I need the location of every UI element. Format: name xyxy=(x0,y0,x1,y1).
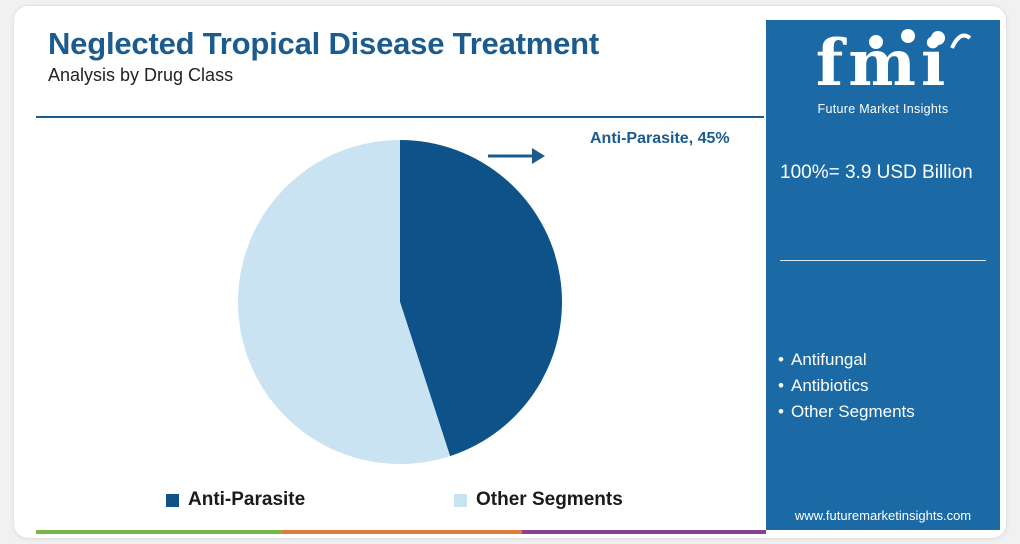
segment-list: • Antifungal • Antibiotics • Other Segments xyxy=(778,347,915,425)
list-item: • Antibiotics xyxy=(778,373,915,399)
slice-label-anti-parasite: Anti-Parasite, 45% xyxy=(590,130,730,147)
pie-slice-other-segments xyxy=(238,140,451,464)
bullet-icon: • xyxy=(778,350,784,369)
footer-bar-orange xyxy=(282,530,522,534)
sidebar-divider xyxy=(780,260,986,261)
pie-slice-anti-parasite xyxy=(400,140,563,457)
page-subtitle: Analysis by Drug Class xyxy=(48,65,234,85)
legend-swatch xyxy=(454,493,467,507)
page-title: Neglected Tropical Disease Treatment xyxy=(48,26,600,61)
website-link[interactable]: www.futuremarketinsights.com xyxy=(794,508,972,523)
pie-chart xyxy=(238,140,563,464)
market-total: 100%= 3.9 USD Billion xyxy=(780,162,973,183)
chart-card: Neglected Tropical Disease Treatment Ana… xyxy=(14,6,1006,538)
title-divider xyxy=(36,116,764,118)
arrow-icon xyxy=(488,148,545,164)
bullet-icon: • xyxy=(778,402,784,421)
pie-slices xyxy=(238,140,563,464)
footer-bar-purple xyxy=(522,530,766,534)
list-item: • Antifungal xyxy=(778,347,915,373)
company-logo: fmi xyxy=(815,26,951,101)
list-item: • Other Segments xyxy=(778,399,915,425)
company-logo-subtext: Future Market Insights xyxy=(817,102,949,116)
bullet-icon: • xyxy=(778,376,784,395)
legend-label: Other Segments xyxy=(476,489,623,510)
info-sidebar: fmi Future Market Insights 100%= 3.9 USD… xyxy=(766,20,1000,530)
logo-figures-icon xyxy=(869,29,972,49)
footer-bar-green xyxy=(36,530,282,534)
legend-item-other-segments: Other Segments xyxy=(454,489,623,511)
legend-label: Anti-Parasite xyxy=(188,489,306,510)
legend-item-anti-parasite: Anti-Parasite xyxy=(166,489,305,511)
legend-swatch xyxy=(166,493,179,507)
